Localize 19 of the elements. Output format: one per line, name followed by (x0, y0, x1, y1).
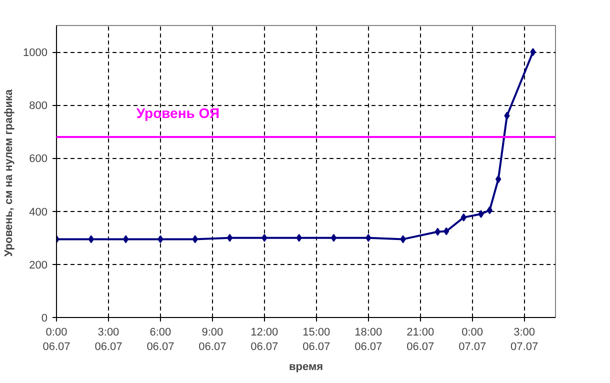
x-tick-label: 12:00 06.07 (250, 326, 278, 353)
ref-line-label: Уровень ОЯ (136, 104, 220, 121)
x-tick-label: 6:00 06.07 (146, 326, 174, 353)
x-tick-label: 3:00 07.07 (510, 326, 538, 353)
x-tick-label: 0:00 07.07 (458, 326, 486, 353)
x-tick-label: 21:00 06.07 (406, 326, 434, 353)
y-tick-label: 200 (29, 259, 48, 272)
y-tick-label: 1000 (23, 47, 48, 60)
x-tick-label: 9:00 06.07 (198, 326, 226, 353)
x-tick-label: 18:00 06.07 (354, 326, 382, 353)
y-tick-label: 0 (41, 312, 48, 324)
y-tick-label: 600 (29, 153, 48, 166)
y-tick-label: 800 (29, 100, 48, 112)
x-axis-title: время (288, 360, 324, 373)
x-tick-label: 3:00 06.07 (94, 326, 122, 353)
y-tick-label: 400 (29, 206, 48, 218)
x-tick-label: 15:00 06.07 (302, 326, 330, 353)
y-axis-title: Уровень, см на нулем графика (3, 88, 16, 257)
x-tick-label: 0:00 06.07 (42, 326, 70, 353)
